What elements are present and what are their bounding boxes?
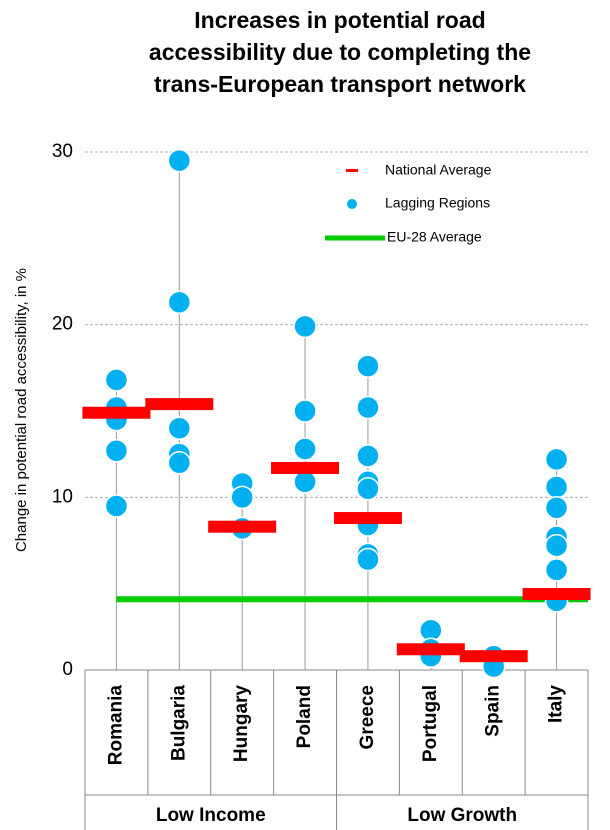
region-dot (293, 437, 317, 461)
region-dot (167, 416, 192, 441)
x-tick-label: Spain (483, 685, 504, 737)
national-average-bar (459, 650, 528, 663)
x-tick-label: Italy (546, 685, 567, 723)
national-average-bar (522, 588, 591, 601)
y-tick-label: 30 (52, 141, 73, 162)
region-dot (167, 451, 192, 475)
national-average-bar (333, 512, 402, 525)
national-average-bar (145, 398, 214, 411)
region-dot (293, 399, 317, 423)
national-average-bar (271, 461, 340, 474)
y-tick-label: 0 (62, 659, 73, 680)
national-average-bar (396, 643, 465, 656)
region-dot (293, 470, 317, 494)
chart-title: Increases in potential road (194, 7, 485, 33)
y-axis-label: Change in potential road accessibility, … (13, 268, 30, 552)
region-dot (544, 533, 569, 558)
legend-label: Lagging Regions (385, 195, 490, 211)
y-tick-label: 10 (52, 486, 73, 507)
region-dot (544, 447, 569, 472)
region-dot (356, 547, 380, 572)
legend-swatch (347, 199, 357, 209)
legend-label: EU-28 Average (387, 229, 482, 245)
region-dot (104, 368, 129, 392)
legend-swatch (346, 169, 358, 172)
x-tick-label: Poland (294, 685, 315, 748)
region-dot (167, 148, 192, 173)
x-tick-label: Bulgaria (168, 685, 189, 761)
y-tick-label: 20 (52, 314, 73, 335)
region-dot (356, 444, 380, 468)
region-dot (356, 395, 380, 420)
national-average-bar (82, 406, 151, 419)
region-dot (104, 438, 129, 463)
region-dot (356, 354, 380, 378)
legend-label: National Average (385, 162, 492, 178)
x-tick-label: Portugal (420, 685, 441, 762)
chart-title: accessibility due to completing the (149, 39, 531, 65)
region-dot (230, 485, 254, 510)
region-dot (544, 558, 569, 582)
chart-title: trans-European transport network (154, 71, 526, 97)
region-dot (544, 495, 569, 520)
region-dot (293, 314, 317, 339)
region-dot (356, 476, 380, 501)
region-dot (544, 475, 569, 499)
x-tick-label: Romania (105, 685, 126, 766)
group-label: Low Income (156, 805, 266, 826)
region-dot (167, 290, 192, 314)
x-tick-label: Greece (357, 685, 378, 749)
region-dot (104, 494, 129, 518)
national-average-bar (208, 520, 277, 533)
group-label: Low Growth (407, 805, 517, 826)
x-tick-label: Hungary (231, 685, 252, 763)
